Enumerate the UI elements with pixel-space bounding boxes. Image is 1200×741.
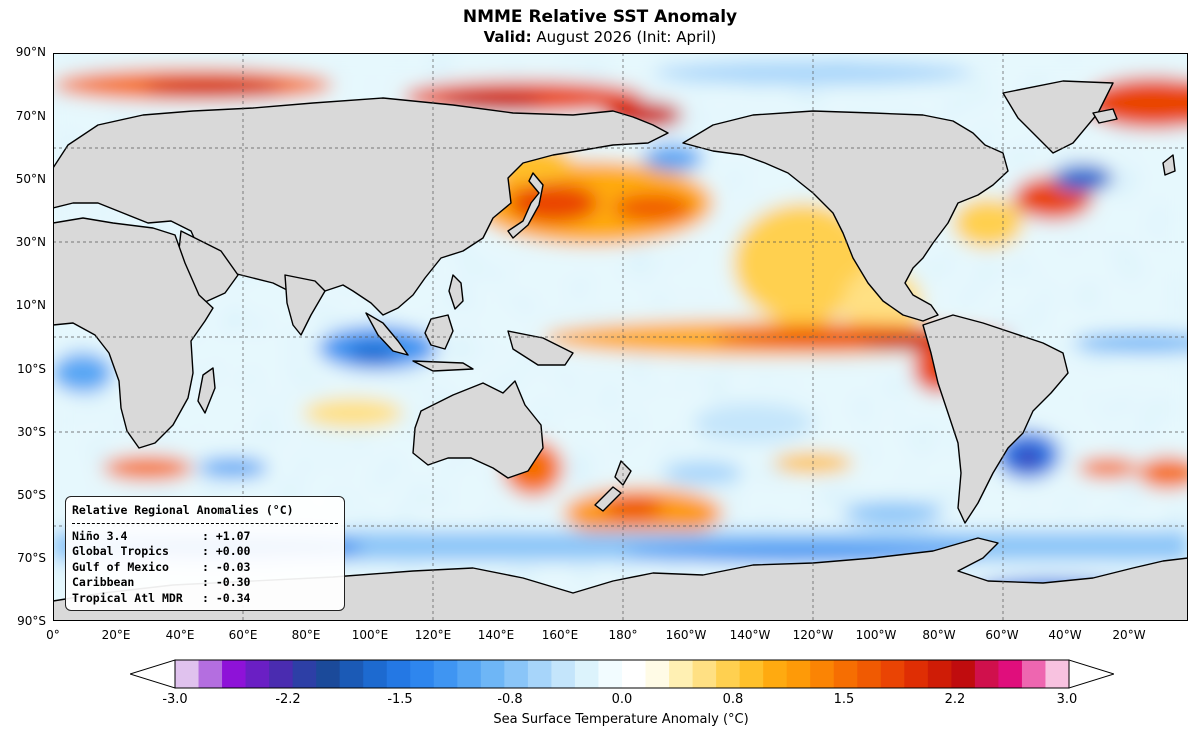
- colorbar-cell: [175, 660, 200, 688]
- x-tick-label: 60°W: [985, 628, 1019, 642]
- colorbar-cell: [480, 660, 505, 688]
- anomaly-row: Gulf of Mexico: -0.03: [72, 559, 251, 574]
- colorbar-cell: [763, 660, 788, 688]
- colorbar-cell: [574, 660, 600, 688]
- colorbar-cell: [222, 660, 247, 688]
- y-tick-label: 90°S: [17, 614, 46, 628]
- colorbar-cell: [904, 660, 929, 688]
- colorbar-cell: [692, 660, 717, 688]
- colorbar-cell: [598, 660, 623, 688]
- colorbar-cell: [951, 660, 976, 688]
- colorbar-cell: [1045, 660, 1070, 688]
- colorbar-cell: [857, 660, 882, 688]
- colorbar-cell: [974, 660, 1000, 688]
- colorbar-cell: [198, 660, 223, 688]
- y-tick-label: 50°N: [15, 172, 46, 186]
- x-tick-label: 60°E: [228, 628, 258, 642]
- colorbar-cell: [527, 660, 553, 688]
- colorbar-cell: [245, 660, 270, 688]
- colorbar-cell: [786, 660, 811, 688]
- colorbar-cell: [716, 660, 741, 688]
- x-tick-label: 80°E: [291, 628, 321, 642]
- colorbar-cell: [622, 660, 647, 688]
- colorbar-cell: [833, 660, 858, 688]
- colorbar-cell: [504, 660, 529, 688]
- colorbar-cell: [810, 660, 835, 688]
- colorbar-cell: [433, 660, 458, 688]
- y-tick-label: 70°N: [15, 109, 46, 123]
- colorbar-cell: [339, 660, 364, 688]
- x-tick-label: 40°W: [1048, 628, 1082, 642]
- colorbar-cell: [316, 660, 341, 688]
- x-tick-label: 100°W: [855, 628, 897, 642]
- x-tick-label: 120°E: [414, 628, 452, 642]
- x-tick-label: 160°E: [541, 628, 579, 642]
- colorbar-cell: [457, 660, 482, 688]
- colorbar-cell: [292, 660, 317, 688]
- colorbar-extend-min: [130, 659, 176, 689]
- colorbar-cell: [927, 660, 952, 688]
- y-tick-label: 50°S: [17, 488, 46, 502]
- colorbar-cell: [880, 660, 905, 688]
- y-tick-label: 90°N: [15, 45, 46, 59]
- colorbar-cell: [410, 660, 435, 688]
- anomaly-row: Tropical Atl MDR: -0.34: [72, 590, 251, 605]
- x-tick-label: 140°E: [477, 628, 515, 642]
- colorbar-cell: [269, 660, 294, 688]
- y-tick-label: 30°N: [15, 235, 46, 249]
- y-tick-label: 10°S: [17, 362, 46, 376]
- x-tick-label: 140°W: [729, 628, 771, 642]
- colorbar-tick-label: -3.0: [162, 692, 188, 707]
- colorbar-cell: [998, 660, 1023, 688]
- colorbar-tick-label: 2.2: [944, 692, 966, 707]
- x-tick-label: 100°E: [351, 628, 389, 642]
- colorbar-cell: [669, 660, 694, 688]
- anomaly-row: Global Tropics: +0.00: [72, 544, 251, 558]
- y-tick-label: 70°S: [17, 551, 46, 565]
- anomaly-row: Caribbean: -0.30: [72, 575, 251, 589]
- subtitle-label: Valid:: [483, 28, 532, 46]
- x-tick-label: 20°E: [101, 628, 131, 642]
- colorbar: [130, 659, 1114, 689]
- regional-anomalies-title: Relative Regional Anomalies (°C): [72, 503, 294, 517]
- chart-subtitle: Valid: August 2026 (Init: April): [0, 28, 1200, 46]
- colorbar-tick-label: -0.8: [497, 692, 523, 707]
- divider: [72, 522, 338, 524]
- x-tick-label: 80°W: [922, 628, 956, 642]
- x-tick-label: 0°: [46, 628, 60, 642]
- colorbar-label: Sea Surface Temperature Anomaly (°C): [493, 712, 749, 727]
- colorbar-cell: [363, 660, 388, 688]
- x-tick-label: 120°W: [792, 628, 834, 642]
- colorbar-tick-label: 3.0: [1056, 692, 1078, 707]
- colorbar-tick-label: 0.8: [722, 692, 744, 707]
- colorbar-tick-label: 1.5: [833, 692, 855, 707]
- colorbar-tick-label: 0.0: [611, 692, 633, 707]
- colorbar-cell: [386, 660, 411, 688]
- x-tick-label: 180°: [608, 628, 638, 642]
- x-tick-label: 20°W: [1112, 628, 1146, 642]
- y-tick-label: 10°N: [15, 298, 46, 312]
- colorbar-tick-label: -2.2: [275, 692, 301, 707]
- regional-anomalies-box: Relative Regional Anomalies (°C) Niño 3.…: [65, 496, 345, 611]
- x-tick-label: 40°E: [165, 628, 195, 642]
- colorbar-tick-label: -1.5: [387, 692, 413, 707]
- x-tick-label: 160°W: [665, 628, 707, 642]
- colorbar-extend-max: [1068, 659, 1114, 689]
- anomaly-row: Niño 3.4: +1.07: [72, 528, 251, 543]
- colorbar-cell: [1021, 660, 1047, 688]
- colorbar-cell: [551, 660, 576, 688]
- subtitle-text: August 2026 (Init: April): [536, 28, 717, 46]
- y-tick-label: 30°S: [17, 425, 46, 439]
- chart-title: NMME Relative SST Anomaly: [462, 7, 738, 27]
- colorbar-cell: [645, 660, 670, 688]
- colorbar-cell: [739, 660, 764, 688]
- graticule: [53, 53, 1188, 621]
